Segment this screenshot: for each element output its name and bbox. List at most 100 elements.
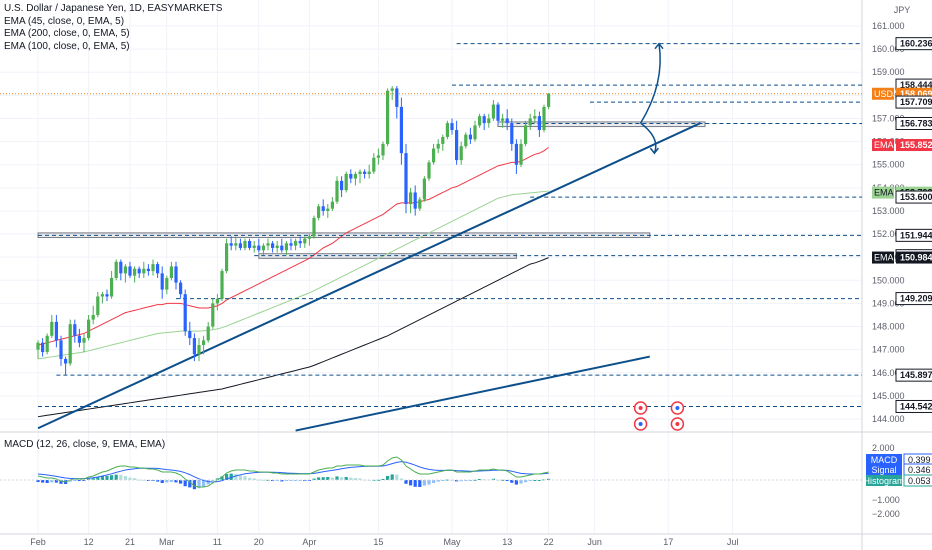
macd-tag-label-bg xyxy=(866,475,902,486)
x-tick-label: Apr xyxy=(302,537,316,547)
price-tag-bg xyxy=(895,228,932,242)
macd-hist-bar xyxy=(478,479,482,480)
price-tag-label-bg xyxy=(872,139,894,152)
macd-tag-label: Histogram xyxy=(863,476,904,486)
macd-hist-bar xyxy=(501,479,505,481)
macd-tag-label-bg xyxy=(866,454,902,465)
macd-hist-bar xyxy=(547,478,551,480)
macd-hist-bar xyxy=(344,477,348,480)
x-tick-label: 15 xyxy=(373,537,383,547)
candle-body xyxy=(422,178,426,200)
candle-body xyxy=(64,358,68,364)
macd-hist-bar xyxy=(289,480,293,481)
candle-body xyxy=(206,326,210,341)
macd-hist-bar xyxy=(455,480,459,482)
macd-hist-bar xyxy=(54,480,58,483)
arrow-head xyxy=(654,42,664,50)
candle-body xyxy=(372,157,376,172)
candle-body xyxy=(123,266,127,274)
candle-body xyxy=(353,173,357,179)
x-tick-label: Jul xyxy=(727,537,739,547)
candle-body xyxy=(427,162,431,179)
candle-body xyxy=(188,331,192,339)
macd-hist-bar xyxy=(524,480,528,483)
macd-hist-bar xyxy=(183,480,187,487)
macd-hist-bar xyxy=(519,480,523,484)
macd-hist-bar xyxy=(432,480,436,483)
price-tag-value: 144.542 xyxy=(900,401,932,411)
macd-tag-label-bg xyxy=(866,464,902,475)
macd-hist-bar xyxy=(238,475,242,480)
price-tag-156.783: 156.783 xyxy=(895,116,932,130)
price-tag-157.709: 157.709 xyxy=(895,95,932,109)
macd-tag-value: 0.346 xyxy=(908,465,931,475)
x-tick-label: 21 xyxy=(125,537,135,547)
macd-hist-bar xyxy=(381,479,385,480)
price-tag-150.984: EMA 150.984 xyxy=(872,251,932,264)
x-tick-label: 22 xyxy=(544,537,554,547)
price-tag-bg xyxy=(895,368,932,382)
candle-body xyxy=(271,243,275,248)
y-tick-label: 153.000 xyxy=(872,206,905,216)
macd-hist-bar xyxy=(137,479,141,481)
macd-tag-value: 0.399 xyxy=(908,455,931,465)
macd-hist-bar xyxy=(413,480,417,487)
macd-hist-bar xyxy=(220,476,224,480)
candle-body xyxy=(418,199,422,209)
macd-hist-bar xyxy=(505,480,509,481)
candle-body xyxy=(82,338,86,343)
candle-body xyxy=(41,342,45,352)
macd-hist-bar xyxy=(133,478,137,480)
price-tag-value: 153.600 xyxy=(900,192,932,202)
candle-body xyxy=(390,88,394,91)
macd-hist-bar xyxy=(77,480,81,481)
price-tag-145.897: 145.897 xyxy=(895,368,932,382)
macd-hist-bar xyxy=(179,480,183,484)
chart-title: U.S. Dollar / Japanese Yen, 1D, EASYMARK… xyxy=(4,3,223,14)
macd-hist-bar xyxy=(248,477,252,480)
x-tick-label: Jun xyxy=(587,537,602,547)
candle-body xyxy=(367,171,371,174)
candle-body xyxy=(128,266,132,276)
macd-hist-bar xyxy=(294,480,298,481)
candle-body xyxy=(68,324,72,364)
price-tag-bg xyxy=(895,399,932,413)
macd-hist-bar xyxy=(514,480,518,485)
y-tick-label: 159.000 xyxy=(872,67,905,77)
price-tag-label-bg xyxy=(872,186,894,199)
projection-arrow-2 xyxy=(640,122,657,154)
macd-hist-bar xyxy=(243,476,247,480)
macd-hist-bar xyxy=(261,479,265,481)
macd-hist-bar xyxy=(321,477,325,480)
candle-body xyxy=(326,208,330,211)
candle-body xyxy=(542,106,546,131)
candle-body xyxy=(505,118,509,124)
macd-hist-bar xyxy=(160,480,164,483)
macd-pane: 2.0001.0000−1.000−2.000MACD0.399Signal0.… xyxy=(0,443,932,519)
x-tick-label: Mar xyxy=(159,537,175,547)
candle-body xyxy=(146,268,150,272)
macd-hist-bar xyxy=(50,480,54,483)
macd-study-label: MACD (12, 26, close, 9, EMA, EMA) xyxy=(4,439,166,450)
candle-body xyxy=(395,88,399,107)
y-tick-label: 147.000 xyxy=(872,345,905,355)
macd-hist-bar xyxy=(123,476,127,480)
macd-hist-bar xyxy=(169,480,173,482)
macd-hist-bar xyxy=(422,480,426,486)
candle-body xyxy=(312,217,316,237)
candle-body xyxy=(330,201,334,209)
macd-hist-bar xyxy=(142,479,146,481)
macd-hist-bar xyxy=(491,478,495,480)
macd-hist-bar xyxy=(68,480,72,482)
candle-body xyxy=(183,294,187,332)
y-tick-label: 145.000 xyxy=(872,391,905,401)
price-tag-label: USDJPY xyxy=(874,89,910,99)
macd-hist-bar xyxy=(317,477,321,480)
candle-body xyxy=(211,303,215,327)
candle-body xyxy=(455,130,459,161)
y-tick-label: 152.000 xyxy=(872,229,905,239)
macd-hist-bar xyxy=(96,477,100,480)
macd-hist-bar xyxy=(349,477,353,480)
candle-body xyxy=(363,171,367,174)
